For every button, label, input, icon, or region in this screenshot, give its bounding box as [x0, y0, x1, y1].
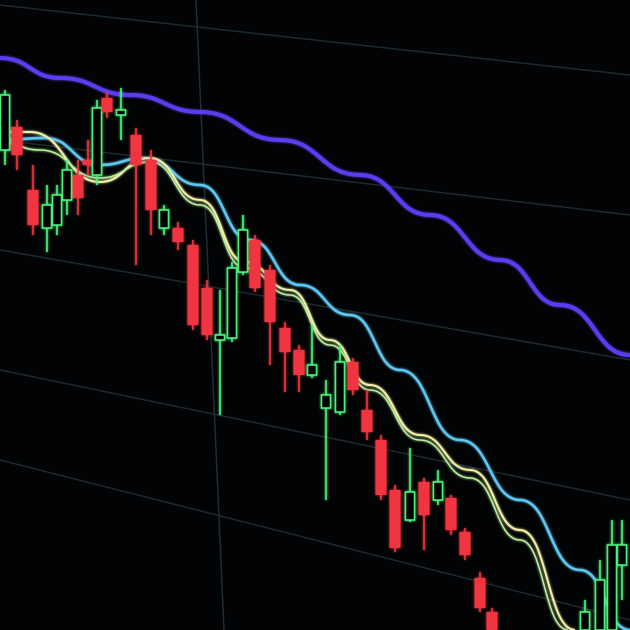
grid-line [0, 4, 630, 76]
bullish-candle [606, 520, 618, 630]
bearish-candle [361, 390, 373, 440]
bullish-candle [237, 215, 249, 275]
ma-short2-line [0, 141, 569, 630]
bearish-candle [82, 140, 94, 175]
bullish-candle [306, 325, 318, 378]
grid-line [0, 369, 630, 501]
bearish-candle [27, 165, 39, 235]
bearish-candle [145, 150, 157, 235]
ma-mid-line [0, 136, 630, 630]
bullish-candle [41, 185, 53, 252]
bullish-candle [579, 600, 591, 630]
bearish-candle [279, 322, 291, 392]
bearish-candle [201, 280, 213, 340]
bearish-candle [293, 345, 305, 392]
bullish-candle [0, 90, 11, 165]
bearish-candle [101, 92, 113, 118]
bearish-candle [418, 478, 430, 550]
bullish-candle [404, 448, 416, 522]
grid-line [0, 139, 630, 216]
bearish-candle [375, 435, 387, 500]
bullish-candle [594, 560, 606, 630]
bearish-candle [72, 160, 84, 215]
bullish-candle [158, 205, 170, 235]
bearish-candle [459, 528, 471, 560]
bullish-candle [115, 88, 127, 140]
bullish-candle [91, 100, 103, 185]
ma-short-line [0, 131, 576, 630]
bearish-candle [130, 128, 142, 265]
bullish-candle [320, 380, 332, 500]
moving-average-lines [0, 56, 630, 630]
bullish-candle [334, 345, 346, 415]
bearish-candle [264, 265, 276, 365]
bearish-candle [474, 572, 486, 612]
bearish-candle [389, 485, 401, 552]
bullish-candle [61, 160, 73, 215]
bearish-candle [486, 608, 498, 630]
grid-line [0, 459, 630, 621]
bearish-candle [347, 358, 359, 395]
bullish-candle [214, 290, 226, 415]
candlesticks [0, 88, 628, 630]
bearish-candle [187, 240, 199, 330]
bullish-candle [432, 470, 444, 505]
bearish-candle [249, 235, 261, 292]
bearish-candle [445, 495, 457, 535]
bullish-candle [616, 520, 628, 600]
bullish-candle [51, 185, 63, 235]
bearish-candle [172, 222, 184, 250]
bullish-candle [226, 262, 238, 342]
bearish-candle [11, 120, 23, 170]
grid-line [0, 249, 630, 361]
ma-long-line [0, 56, 630, 357]
